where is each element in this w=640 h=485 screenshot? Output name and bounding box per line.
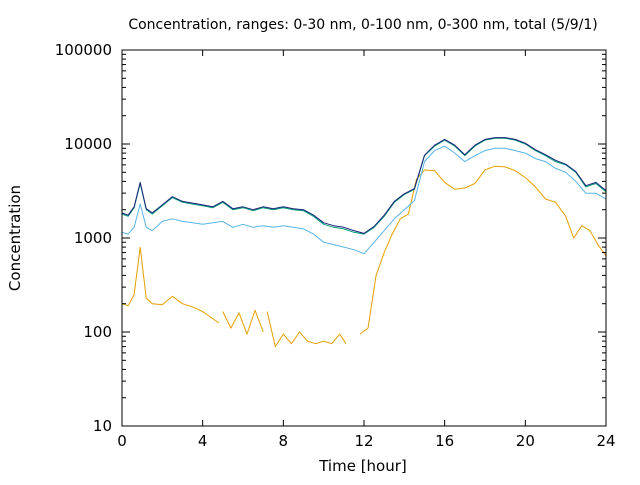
- y-tick-label: 100000: [55, 41, 112, 59]
- x-tick-label: 4: [198, 432, 208, 450]
- series-group: [121, 137, 607, 348]
- x-axis-label: Time [hour]: [318, 457, 407, 475]
- series-line-4: [121, 137, 607, 234]
- x-axis: 0 4 8 12 16 20 24: [117, 50, 616, 450]
- x-tick-label: 20: [516, 432, 535, 450]
- y-axis: 10 100 1000 10000 100000: [55, 41, 606, 435]
- y-tick-label: 1000: [74, 229, 112, 247]
- plot-frame: [121, 49, 607, 427]
- series-line-2: [121, 145, 607, 255]
- x-tick-label: 12: [354, 432, 373, 450]
- y-axis-label: Concentration: [6, 185, 24, 291]
- x-tick-label: 8: [279, 432, 289, 450]
- series-line-3: [121, 137, 607, 235]
- y-tick-label: 10000: [64, 135, 112, 153]
- chart-title: Concentration, ranges: 0-30 nm, 0-100 nm…: [128, 17, 597, 33]
- x-tick-label: 16: [435, 432, 454, 450]
- x-tick-label: 0: [117, 432, 127, 450]
- series-line-1: [121, 165, 607, 348]
- x-tick-label: 24: [596, 432, 615, 450]
- y-tick-label: 10: [93, 417, 112, 435]
- y-tick-label: 100: [83, 323, 112, 341]
